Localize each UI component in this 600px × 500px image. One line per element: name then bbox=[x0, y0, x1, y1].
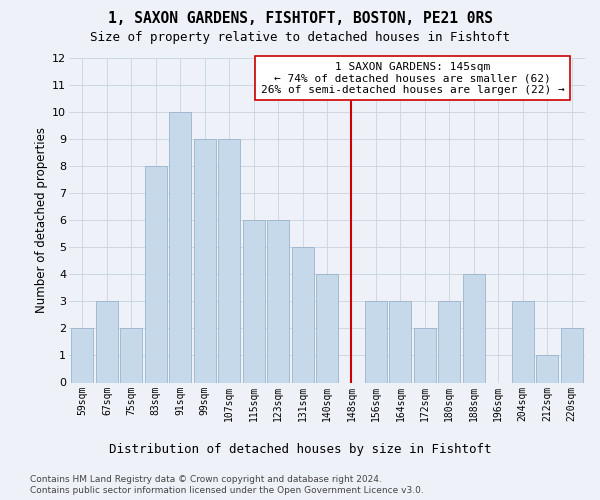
Bar bbox=[242, 220, 265, 382]
Bar bbox=[512, 301, 533, 382]
Text: Contains HM Land Registry data © Crown copyright and database right 2024.: Contains HM Land Registry data © Crown c… bbox=[30, 475, 382, 484]
Bar bbox=[560, 328, 583, 382]
Bar bbox=[414, 328, 436, 382]
Bar bbox=[71, 328, 94, 382]
Text: 1 SAXON GARDENS: 145sqm
← 74% of detached houses are smaller (62)
26% of semi-de: 1 SAXON GARDENS: 145sqm ← 74% of detache… bbox=[261, 62, 565, 95]
Bar bbox=[438, 301, 460, 382]
Text: Size of property relative to detached houses in Fishtoft: Size of property relative to detached ho… bbox=[90, 31, 510, 44]
Bar bbox=[463, 274, 485, 382]
Bar bbox=[194, 138, 216, 382]
Bar bbox=[169, 112, 191, 382]
Bar bbox=[316, 274, 338, 382]
Bar bbox=[145, 166, 167, 382]
Bar bbox=[389, 301, 412, 382]
Bar bbox=[121, 328, 142, 382]
Text: 1, SAXON GARDENS, FISHTOFT, BOSTON, PE21 0RS: 1, SAXON GARDENS, FISHTOFT, BOSTON, PE21… bbox=[107, 11, 493, 26]
Bar bbox=[96, 301, 118, 382]
Bar bbox=[536, 356, 558, 382]
Text: Contains public sector information licensed under the Open Government Licence v3: Contains public sector information licen… bbox=[30, 486, 424, 495]
Bar bbox=[267, 220, 289, 382]
Text: Distribution of detached houses by size in Fishtoft: Distribution of detached houses by size … bbox=[109, 442, 491, 456]
Bar bbox=[218, 138, 240, 382]
Bar bbox=[365, 301, 387, 382]
Y-axis label: Number of detached properties: Number of detached properties bbox=[35, 127, 48, 313]
Bar bbox=[292, 247, 314, 382]
